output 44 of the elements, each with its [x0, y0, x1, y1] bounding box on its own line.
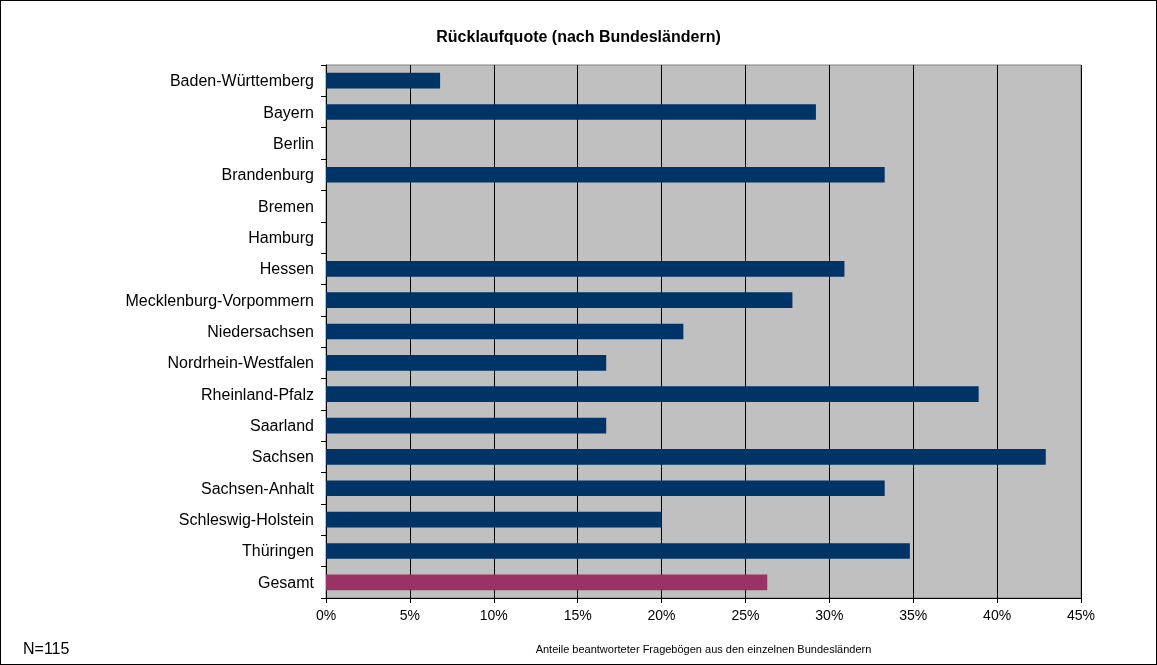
- x-tick-label: 20%: [647, 607, 676, 623]
- bar: [326, 72, 441, 89]
- bar: [326, 323, 684, 340]
- x-tick-label: 25%: [731, 607, 760, 623]
- y-tick-label: Berlin: [273, 134, 314, 152]
- y-tick-label: Hessen: [259, 260, 314, 278]
- y-tick-label: Bayern: [263, 103, 314, 121]
- y-tick-label: Schleswig-Holstein: [178, 511, 314, 529]
- x-tick-label: 10%: [479, 607, 508, 623]
- x-tick-label: 45%: [1066, 607, 1096, 623]
- x-tick-label: 5%: [399, 607, 421, 623]
- bar: [326, 386, 979, 403]
- y-tick-label: Mecklenburg-Vorpommern: [125, 291, 314, 309]
- x-tick-label: 40%: [983, 607, 1012, 623]
- chart-title: Rücklaufquote (nach Bundesländern): [436, 27, 721, 45]
- y-tick-label: Sachsen: [251, 448, 314, 466]
- y-tick-label: Gesamt: [257, 573, 315, 591]
- y-tick-label: Baden-Württemberg: [169, 72, 314, 90]
- bar: [326, 480, 885, 497]
- y-tick-label: Hamburg: [248, 228, 314, 246]
- x-tick-label: 30%: [815, 607, 844, 623]
- y-tick-label: Saarland: [249, 417, 314, 435]
- bar: [326, 449, 1046, 465]
- x-tick-label: 15%: [563, 607, 592, 623]
- bar: [326, 104, 816, 120]
- y-tick-label: Nordrhein-Westfalen: [167, 354, 314, 372]
- bar: [326, 355, 607, 371]
- bar: [326, 292, 793, 308]
- y-tick-label: Thüringen: [241, 542, 314, 560]
- bar: [326, 417, 607, 434]
- text: N=115: [23, 639, 70, 657]
- bar: [326, 543, 910, 559]
- x-axis-title: Anteile beantworteter Fragebögen aus den einzelnen Bundesländern: [535, 642, 872, 655]
- x-tick-label: 0%: [315, 607, 337, 623]
- y-tick-label: Brandenburg: [221, 166, 314, 184]
- bar: [326, 260, 845, 277]
- y-tick-label: Niedersachsen: [207, 323, 314, 340]
- y-tick-label: Sachsen-Anhalt: [201, 479, 315, 497]
- y-tick-label: Rheinland-Pfalz: [201, 385, 314, 403]
- bar: [326, 511, 662, 528]
- x-tick-label: 35%: [899, 607, 928, 623]
- bar: [326, 574, 768, 591]
- y-tick-label: Bremen: [257, 197, 314, 215]
- bar: [326, 166, 885, 183]
